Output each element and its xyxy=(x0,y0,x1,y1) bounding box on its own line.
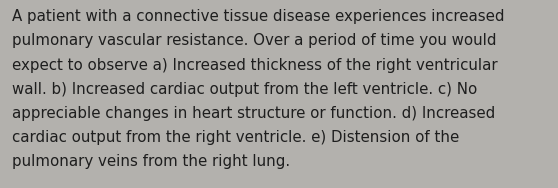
Text: cardiac output from the right ventricle. e) Distension of the: cardiac output from the right ventricle.… xyxy=(12,130,460,145)
Text: A patient with a connective tissue disease experiences increased: A patient with a connective tissue disea… xyxy=(12,9,505,24)
Text: pulmonary veins from the right lung.: pulmonary veins from the right lung. xyxy=(12,154,290,169)
Text: appreciable changes in heart structure or function. d) Increased: appreciable changes in heart structure o… xyxy=(12,106,496,121)
Text: pulmonary vascular resistance. Over a period of time you would: pulmonary vascular resistance. Over a pe… xyxy=(12,33,497,49)
Text: wall. b) Increased cardiac output from the left ventricle. c) No: wall. b) Increased cardiac output from t… xyxy=(12,82,478,97)
Text: expect to observe a) Increased thickness of the right ventricular: expect to observe a) Increased thickness… xyxy=(12,58,498,73)
